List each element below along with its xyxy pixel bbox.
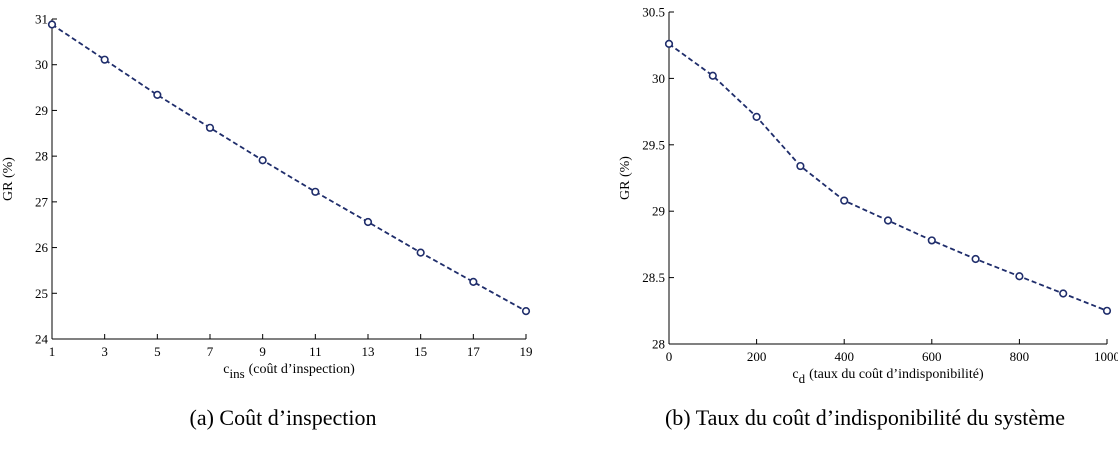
y-tick-label: 30.5 [642,5,665,20]
series-line [51,23,527,312]
data-point [927,236,936,245]
x-tick-label: 17 [467,344,481,359]
x-tick-label: 5 [154,344,161,359]
x-tick-label: 3 [101,344,108,359]
x-tick-label: 1000 [1094,349,1118,364]
x-tick-label: 200 [747,349,767,364]
x-tick-label: 9 [259,344,266,359]
x-axis-label: cd (taux du coût d’indisponibilité) [792,367,984,386]
data-point [1102,306,1112,315]
data-point [1015,272,1024,281]
x-axis-label-sub: ins [229,366,244,381]
y-axis-label: GR (%) [618,156,633,200]
x-axis-label-main: c [223,362,229,377]
series-line [668,43,1108,312]
x-tick-label: 800 [1010,349,1030,364]
x-tick-label: 600 [922,349,942,364]
data-point [311,187,320,196]
y-tick-label: 25 [35,286,48,301]
data-point [100,55,109,64]
y-tick-label: 24 [35,332,49,347]
data-point [796,161,805,171]
x-tick-label: 15 [414,344,427,359]
data-point [521,307,531,316]
x-axis-label-sub: d [799,371,806,386]
caption-b: (b) Taux du coût d’indisponibilité du sy… [664,405,1066,430]
y-tick-label: 27 [35,194,49,209]
y-tick-label: 26 [35,240,49,255]
y-tick-label: 28 [35,149,48,164]
y-tick-label: 29.5 [642,137,665,152]
x-tick-label: 19 [520,344,533,359]
y-tick-label: 30 [652,71,665,86]
x-tick-label: 13 [362,344,375,359]
data-point [47,20,57,29]
data-point [840,196,849,205]
data-point [416,248,425,257]
data-point [469,277,478,286]
x-axis-label-rest: (coût d’inspection) [249,362,355,377]
x-axis-label-rest: (taux du coût d’indisponibilité) [809,367,984,382]
caption-a: (a) Coût d’inspection [189,405,377,430]
data-point [971,254,980,264]
x-axis-label-main: c [792,367,798,382]
data-point [664,39,674,48]
chart-b: 0 200 400 600 800 1000 28 28.5 29 29.5 30 30.5 GR (%… [618,5,1118,387]
data-point [258,156,267,165]
y-tick-label: 30 [35,57,48,72]
y-tick-label: 31 [35,12,48,27]
x-tick-label: 400 [834,349,854,364]
data-point [1059,289,1068,298]
data-point [153,90,162,99]
data-point [708,71,717,80]
data-point [205,123,215,132]
x-tick-label: 11 [309,344,322,359]
data-point [752,112,761,122]
x-tick-label: 1 [49,344,56,359]
chart-panel-a: 1 3 5 7 9 11 13 15 17 19 24 25 26 27 28 29 30 31 GR (%) cin… [0,0,559,405]
data-point [883,216,893,225]
data-point [363,217,373,227]
y-axis-label: GR (%) [1,157,16,201]
y-tick-label: 29 [35,103,48,118]
y-tick-label: 29 [652,204,665,219]
x-axis-label: cins (coût d’inspection) [223,362,355,381]
chart-panel-b: 0 200 400 600 800 1000 28 28.5 29 29.5 30 30.5 GR (%… [559,0,1118,405]
x-tick-label: 0 [666,349,673,364]
x-tick-label: 7 [207,344,214,359]
y-tick-label: 28 [652,337,665,352]
y-tick-label: 28.5 [642,270,665,285]
